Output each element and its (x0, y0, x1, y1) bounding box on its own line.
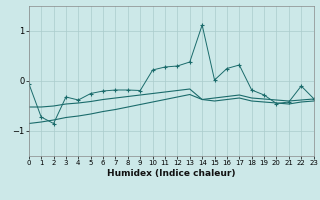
X-axis label: Humidex (Indice chaleur): Humidex (Indice chaleur) (107, 169, 236, 178)
